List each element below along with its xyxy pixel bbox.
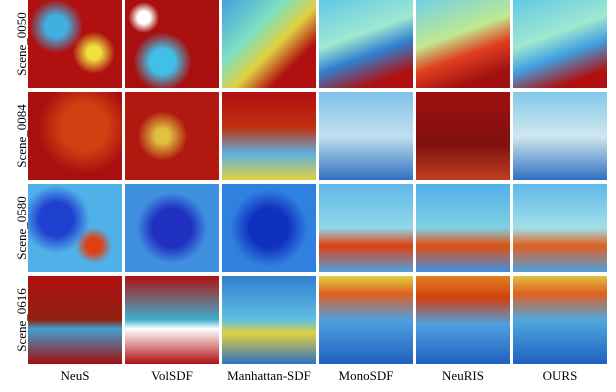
error-map: [125, 0, 219, 88]
error-map: [416, 276, 510, 364]
error-map: [125, 276, 219, 364]
error-map: [416, 0, 510, 88]
error-map: [28, 184, 122, 272]
error-map: [513, 276, 607, 364]
error-map: [513, 0, 607, 88]
error-map: [319, 92, 413, 180]
figure: Scene_0050Scene_0084Scene_0580Scene_0616…: [0, 0, 616, 392]
error-map: [319, 0, 413, 88]
column-label: Manhattan-SDF: [222, 368, 316, 384]
error-map: [28, 0, 122, 88]
error-map: [28, 276, 122, 364]
error-map: [513, 184, 607, 272]
error-map: [513, 92, 607, 180]
column-label: OURS: [513, 368, 607, 384]
error-map: [125, 92, 219, 180]
column-label: VolSDF: [125, 368, 219, 384]
error-map: [222, 276, 316, 364]
error-map: [222, 184, 316, 272]
error-map: [125, 184, 219, 272]
column-label: NeuRIS: [416, 368, 510, 384]
error-map: [319, 184, 413, 272]
error-map: [416, 184, 510, 272]
column-label: NeuS: [28, 368, 122, 384]
error-map: [319, 276, 413, 364]
error-map: [416, 92, 510, 180]
error-map: [222, 0, 316, 88]
error-map: [222, 92, 316, 180]
column-label: MonoSDF: [319, 368, 413, 384]
error-map: [28, 92, 122, 180]
